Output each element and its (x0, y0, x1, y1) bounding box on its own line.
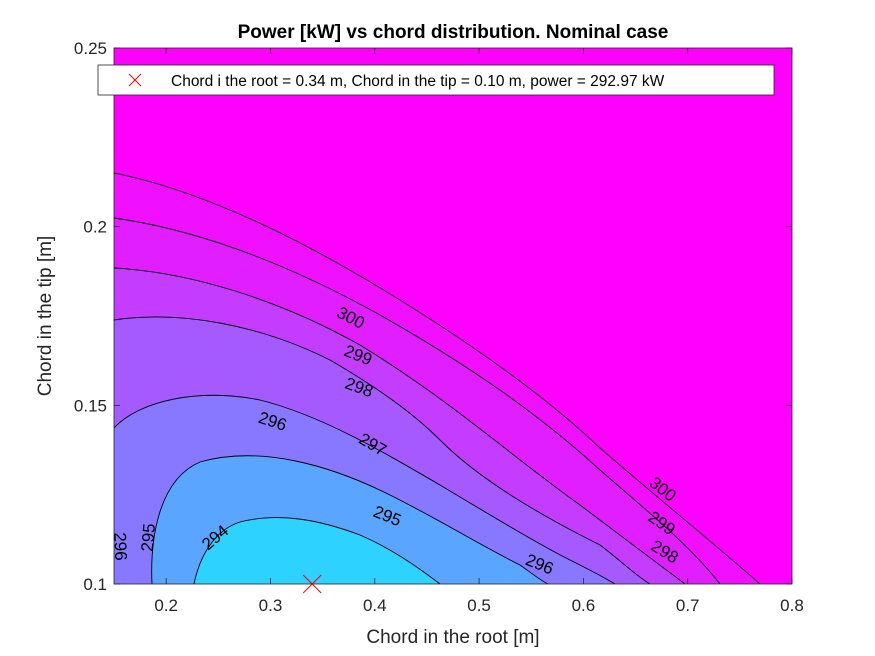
x-axis: 0.2 0.3 0.4 0.5 0.6 0.7 0.8 (154, 48, 804, 615)
contour-line-300 (114, 172, 761, 584)
contour-line-294 (193, 517, 441, 584)
contour-line-299 (114, 217, 721, 584)
x-tick-label: 0.6 (572, 596, 596, 615)
y-tick-label: 0.15 (74, 396, 107, 415)
x-tick-label: 0.2 (154, 596, 178, 615)
legend-entry: Chord i the root = 0.34 m, Chord in the … (171, 73, 665, 90)
contour-lines (114, 172, 761, 584)
contour-line-295 (151, 455, 549, 584)
x-tick-label: 0.3 (259, 596, 283, 615)
legend: Chord i the root = 0.34 m, Chord in the … (97, 64, 775, 96)
contour-line-298 (114, 267, 686, 584)
y-tick-label: 0.25 (74, 39, 107, 58)
filled-region-level-294 (194, 517, 440, 584)
x-tick-label: 0.7 (676, 596, 700, 615)
y-tick-label: 0.2 (83, 218, 107, 237)
contour-line-296 (114, 394, 616, 584)
x-tick-label: 0.8 (780, 596, 804, 615)
contour-label: 296 (110, 532, 130, 561)
y-tick-label: 0.1 (83, 575, 107, 594)
legend-box (97, 64, 775, 96)
y-axis-label: Chord in the tip [m] (35, 236, 56, 397)
x-tick-label: 0.5 (467, 596, 491, 615)
contour-line-297 (114, 316, 651, 584)
legend-marker-x-icon (128, 73, 142, 87)
y-axis: 0.1 0.15 0.2 0.25 (74, 39, 792, 594)
plot-frame (113, 47, 793, 585)
chart-title: Power [kW] vs chord distribution. Nomina… (238, 22, 669, 43)
x-tick-label: 0.4 (363, 596, 387, 615)
x-axis-label: Chord in the root [m] (366, 627, 539, 648)
contour-label: 295 (138, 523, 159, 553)
